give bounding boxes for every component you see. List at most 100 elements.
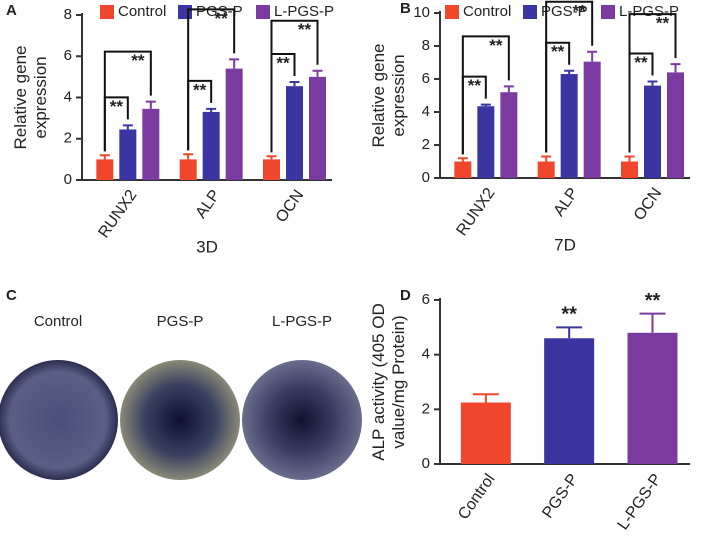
image-label: L-PGS-P: [272, 313, 332, 330]
legend-label: Control: [118, 3, 166, 20]
panel-letter: C: [6, 287, 17, 304]
y-axis-label-line: value/mg Protein): [389, 315, 408, 448]
y-axis-label: ALP activity (405 ODvalue/mg Protein): [369, 303, 408, 460]
legend-label: L-PGS-P: [619, 3, 679, 20]
significance-label: **: [573, 1, 587, 20]
error-bar: [266, 155, 277, 160]
x-tick-label: RUNX2: [96, 187, 141, 241]
y-tick-label: 0: [422, 455, 430, 472]
y-tick-label: 6: [64, 47, 72, 64]
error-bar: [457, 157, 468, 162]
error-bar: [503, 85, 514, 93]
y-tick-label: 2: [422, 400, 430, 417]
panel-letter: A: [6, 2, 17, 19]
x-axis-label: 7D: [554, 235, 576, 254]
significance-label: **: [215, 9, 229, 28]
significance-label: **: [110, 97, 124, 116]
y-tick-label: 8: [64, 6, 72, 23]
bar: [477, 106, 495, 178]
bar: [583, 61, 601, 178]
significance-label: **: [193, 80, 207, 99]
bar: [202, 111, 220, 180]
significance-bracket: [270, 19, 319, 153]
error-bar: [99, 154, 110, 160]
well-image: [242, 360, 362, 480]
legend-label: L-PGS-P: [274, 3, 334, 20]
y-tick-label: 6: [422, 291, 430, 308]
y-axis-label-line: expression: [31, 56, 50, 138]
x-axis-label: 3D: [196, 237, 218, 256]
y-tick-label: 2: [64, 130, 72, 147]
y-tick-label: 4: [422, 103, 430, 120]
bar: [454, 161, 472, 178]
error-bar: [541, 155, 552, 162]
legend-swatch: [523, 5, 537, 19]
bar: [309, 76, 326, 180]
y-tick-label: 4: [64, 88, 72, 105]
significance-bracket: [187, 8, 236, 151]
panel-letter: D: [400, 287, 411, 304]
y-axis-label-line: Relative gene: [11, 46, 30, 150]
y-axis-label: Relative geneexpression: [369, 44, 408, 148]
significance-label: **: [561, 304, 577, 326]
y-tick-label: 0: [422, 169, 430, 186]
significance-label: **: [468, 76, 482, 95]
x-tick-label: ALP: [551, 185, 582, 220]
legend-swatch: [256, 5, 270, 19]
significance-label: **: [634, 53, 648, 72]
error-bar: [312, 69, 323, 77]
error-bar: [564, 69, 575, 75]
y-tick-label: 0: [64, 171, 72, 188]
bar: [537, 161, 555, 178]
significance-label: **: [551, 42, 565, 61]
bar: [263, 159, 280, 180]
image-label: PGS-P: [157, 313, 204, 330]
legend-label: Control: [463, 3, 511, 20]
significance-label: **: [489, 36, 503, 55]
well-image: [0, 360, 118, 480]
significance-bracket: [103, 50, 152, 152]
x-tick-label: Control: [455, 471, 499, 523]
significance-label: **: [131, 51, 145, 70]
error-bar: [183, 153, 194, 160]
error-bar: [587, 50, 598, 62]
bar: [142, 108, 160, 180]
legend-swatch: [601, 5, 615, 19]
error-bar: [480, 103, 491, 107]
well-image: [120, 360, 240, 480]
legend-label: PGS-P: [541, 3, 588, 20]
error-bar: [556, 326, 583, 339]
bar: [560, 74, 578, 178]
panel-letter: B: [400, 0, 411, 17]
y-tick-label: 2: [422, 136, 430, 153]
legend-swatch: [100, 5, 114, 19]
bar: [627, 332, 678, 464]
image-label: Control: [34, 313, 82, 330]
bar: [667, 72, 684, 178]
legend-swatch: [178, 5, 192, 19]
error-bar: [670, 63, 681, 73]
bar: [460, 402, 511, 464]
error-bar: [145, 100, 156, 109]
error-bar: [624, 155, 635, 162]
legend-label: PGS-P: [196, 3, 243, 20]
error-bar: [122, 124, 133, 130]
significance-label: **: [276, 54, 290, 73]
bar: [179, 159, 197, 180]
bar: [96, 159, 114, 180]
x-tick-label: OCN: [631, 185, 665, 224]
error-bar: [289, 81, 300, 87]
y-axis-label: Relative geneexpression: [11, 46, 50, 150]
error-bar: [639, 312, 666, 333]
bar: [500, 92, 518, 178]
x-tick-label: ALP: [193, 187, 224, 222]
y-axis-label-line: Relative gene: [369, 44, 388, 148]
error-bar: [647, 80, 658, 86]
bar: [544, 338, 595, 464]
x-tick-label: OCN: [273, 187, 307, 226]
legend-swatch: [445, 5, 459, 19]
y-tick-label: 10: [413, 4, 430, 21]
y-tick-label: 8: [422, 37, 430, 54]
bar: [225, 68, 243, 180]
